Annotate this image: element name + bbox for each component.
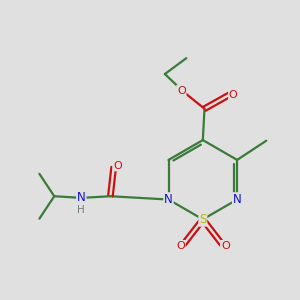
Text: O: O: [177, 85, 186, 96]
Text: O: O: [113, 160, 122, 170]
Text: O: O: [221, 241, 230, 251]
Text: S: S: [199, 213, 206, 226]
Text: N: N: [164, 193, 173, 206]
Text: N: N: [233, 193, 242, 206]
Text: H: H: [77, 206, 85, 215]
Text: O: O: [176, 241, 185, 251]
Text: N: N: [77, 191, 86, 204]
Text: O: O: [229, 90, 238, 100]
